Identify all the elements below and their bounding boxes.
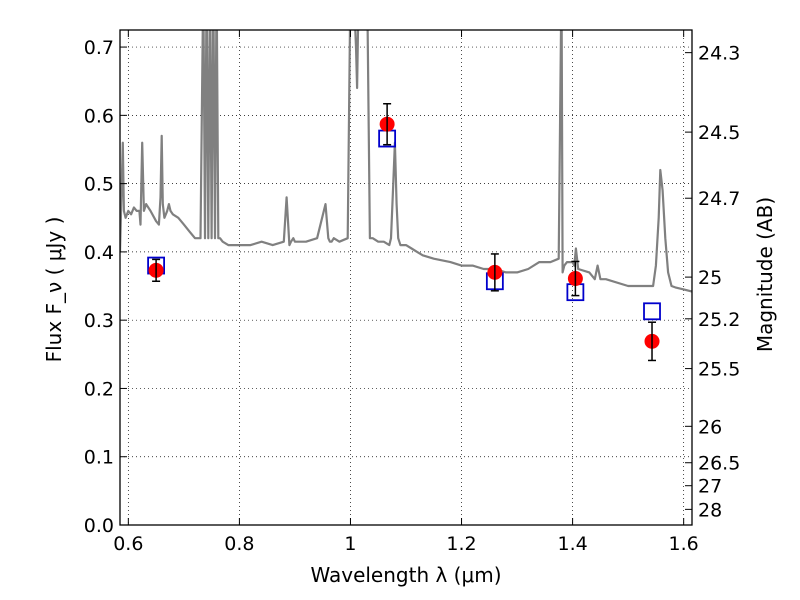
y-axis-label: Flux F_ν ( μJy ) [42, 217, 66, 363]
right-tick-label: 28 [698, 499, 722, 521]
y-tick-label: 0.6 [84, 105, 114, 127]
model-square [643, 302, 661, 321]
right-tick-label: 27 [698, 476, 722, 498]
model-spectrum [120, 30, 692, 293]
right-tick-label: 26.5 [698, 453, 740, 475]
axis-ticks: 0.6 0.8 1 1.2 1.4 1.6 0.0 0.1 0.2 0.3 0.4 0.5 0.6 0.7… [84, 30, 740, 555]
x-axis-label: Wavelength λ (μm) [310, 563, 501, 587]
y-tick-label: 0.2 [84, 378, 114, 400]
y-tick-label: 0.5 [84, 174, 114, 196]
right-tick-label: 26 [698, 416, 722, 438]
model-photometry-squares [147, 129, 661, 321]
x-tick-label: 0.6 [113, 533, 143, 555]
spectrum-line [120, 30, 692, 293]
y-tick-label: 0.3 [84, 310, 114, 332]
right-tick-label: 24.3 [698, 43, 740, 65]
right-tick-label: 24.5 [698, 122, 740, 144]
right-tick-label: 25.2 [698, 309, 740, 331]
y-tick-label: 0.1 [84, 447, 114, 469]
x-tick-label: 0.8 [224, 533, 254, 555]
right-tick-label: 25.5 [698, 359, 740, 381]
x-tick-label: 1 [344, 533, 356, 555]
right-axis-label: Magnitude (AB) [753, 197, 777, 352]
y-tick-label: 0.0 [84, 515, 114, 537]
x-tick-label: 1.6 [669, 533, 699, 555]
right-tick-label: 24.7 [698, 188, 740, 210]
x-tick-label: 1.4 [557, 533, 587, 555]
observed-photometry-points [148, 102, 660, 362]
y-tick-label: 0.7 [84, 37, 114, 59]
right-tick-label: 25 [698, 267, 722, 289]
x-tick-label: 1.2 [446, 533, 476, 555]
y-tick-label: 0.4 [84, 242, 114, 264]
